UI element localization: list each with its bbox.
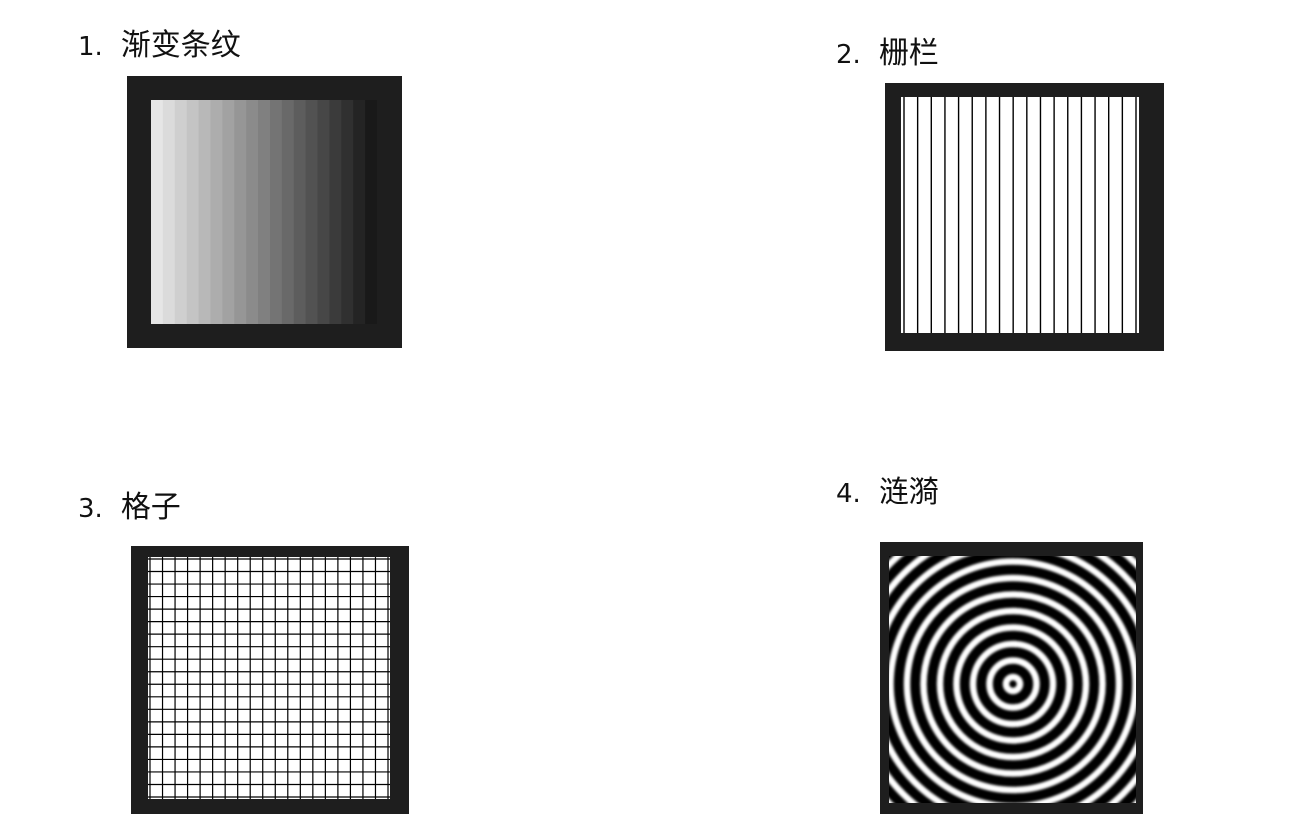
- gradient-stripe: [341, 100, 354, 324]
- ripple-ring: [903, 574, 1123, 794]
- grid-area: [148, 557, 390, 799]
- item-1-label: 1. 渐变条纹: [78, 28, 241, 65]
- item-1-number: 1.: [78, 32, 103, 62]
- gradient-stripe: [162, 100, 176, 324]
- gradient-stripe: [281, 100, 295, 324]
- gradient-stripe: [317, 100, 331, 324]
- item-1-title: 渐变条纹: [120, 28, 241, 63]
- item-2-title: 栅栏: [878, 36, 939, 71]
- ripple-ring: [889, 558, 1136, 803]
- gradient-stripe: [234, 100, 247, 324]
- item-3-title: 格子: [120, 490, 181, 525]
- fence-image: [885, 83, 1164, 351]
- gradient-stripes-image: [127, 76, 402, 348]
- item-4-title: 涟漪: [878, 475, 939, 510]
- ripple-ring: [1002, 673, 1024, 695]
- item-3-label: 3. 格子: [78, 490, 181, 527]
- item-3-number: 3.: [78, 494, 103, 524]
- gradient-stripe: [210, 100, 223, 324]
- ripple-ring: [953, 624, 1073, 744]
- ripple-ring: [969, 640, 1057, 728]
- gradient-stripe: [246, 100, 259, 324]
- ripple-image: [880, 542, 1143, 814]
- gradient-stripe: [174, 100, 188, 324]
- fence-area: [901, 97, 1139, 333]
- gradient-stripes-area: [151, 100, 377, 324]
- gradient-stripe: [198, 100, 212, 324]
- gradient-stripe: [353, 100, 366, 324]
- item-2-number: 2.: [836, 40, 861, 70]
- gradient-stripe: [258, 100, 271, 324]
- gradient-stripe: [293, 100, 307, 324]
- gradient-stripe: [186, 100, 200, 324]
- gradient-stripe: [151, 100, 164, 324]
- ripple-area: [889, 556, 1136, 803]
- ripple-ring: [936, 607, 1090, 761]
- gradient-stripe: [222, 100, 235, 324]
- gradient-stripe: [365, 100, 377, 324]
- gradient-stripe: [329, 100, 342, 324]
- item-2-label: 2. 栅栏: [836, 36, 939, 73]
- item-4-label: 4. 涟漪: [836, 475, 939, 512]
- ripple-ring: [920, 591, 1106, 777]
- grid-image: [131, 546, 409, 814]
- ripple-ring: [986, 657, 1040, 711]
- gradient-stripe: [269, 100, 283, 324]
- item-4-number: 4.: [836, 479, 861, 509]
- gradient-stripe: [305, 100, 319, 324]
